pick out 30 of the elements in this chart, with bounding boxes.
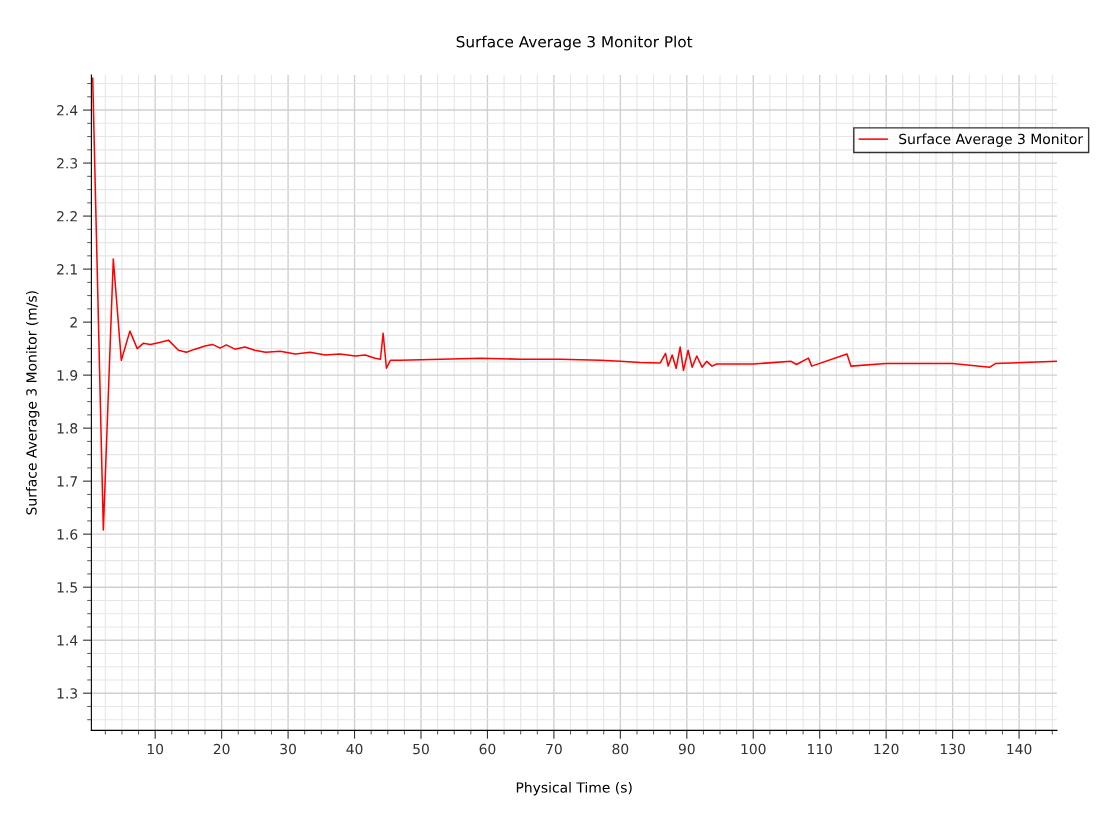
y-tick-label: 2.4 <box>57 105 78 116</box>
chart-title: Surface Average 3 Monitor Plot <box>456 35 693 51</box>
y-tick-label: 2.2 <box>57 211 77 222</box>
y-tick-label: 1.5 <box>57 582 77 593</box>
x-tick-label: 100 <box>741 743 766 755</box>
y-tick-label: 1.4 <box>57 635 78 646</box>
y-axis-title: Surface Average 3 Monitor (m/s) <box>25 291 40 515</box>
x-tick-label: 70 <box>546 743 562 755</box>
x-tick-label: 80 <box>612 743 629 755</box>
y-tick-label: 1.8 <box>57 423 78 434</box>
y-tick-label: 2.1 <box>57 264 77 275</box>
x-tick-label: 30 <box>280 743 296 755</box>
x-tick-label: 110 <box>807 743 833 755</box>
y-tick-label: 1.6 <box>57 529 78 540</box>
x-tick-label: 10 <box>147 743 164 755</box>
x-tick-label: 130 <box>940 743 965 755</box>
x-tick-label: 90 <box>678 743 695 755</box>
x-tick-label: 140 <box>1007 743 1032 755</box>
y-tick-label: 1.9 <box>57 370 78 381</box>
y-tick-label: 2.3 <box>57 158 78 169</box>
y-tick-label: 1.3 <box>57 688 78 699</box>
x-tick-label: 20 <box>213 743 230 755</box>
x-axis-title: Physical Time (s) <box>516 781 632 796</box>
x-tick-label: 40 <box>346 743 363 755</box>
x-tick-label: 120 <box>874 743 899 755</box>
legend-label: Surface Average 3 Monitor <box>899 133 1084 147</box>
y-tick-label: 1.7 <box>57 476 77 487</box>
x-tick-label: 60 <box>479 743 496 755</box>
y-tick-label: 2 <box>70 317 77 328</box>
x-tick-label: 50 <box>413 743 429 755</box>
